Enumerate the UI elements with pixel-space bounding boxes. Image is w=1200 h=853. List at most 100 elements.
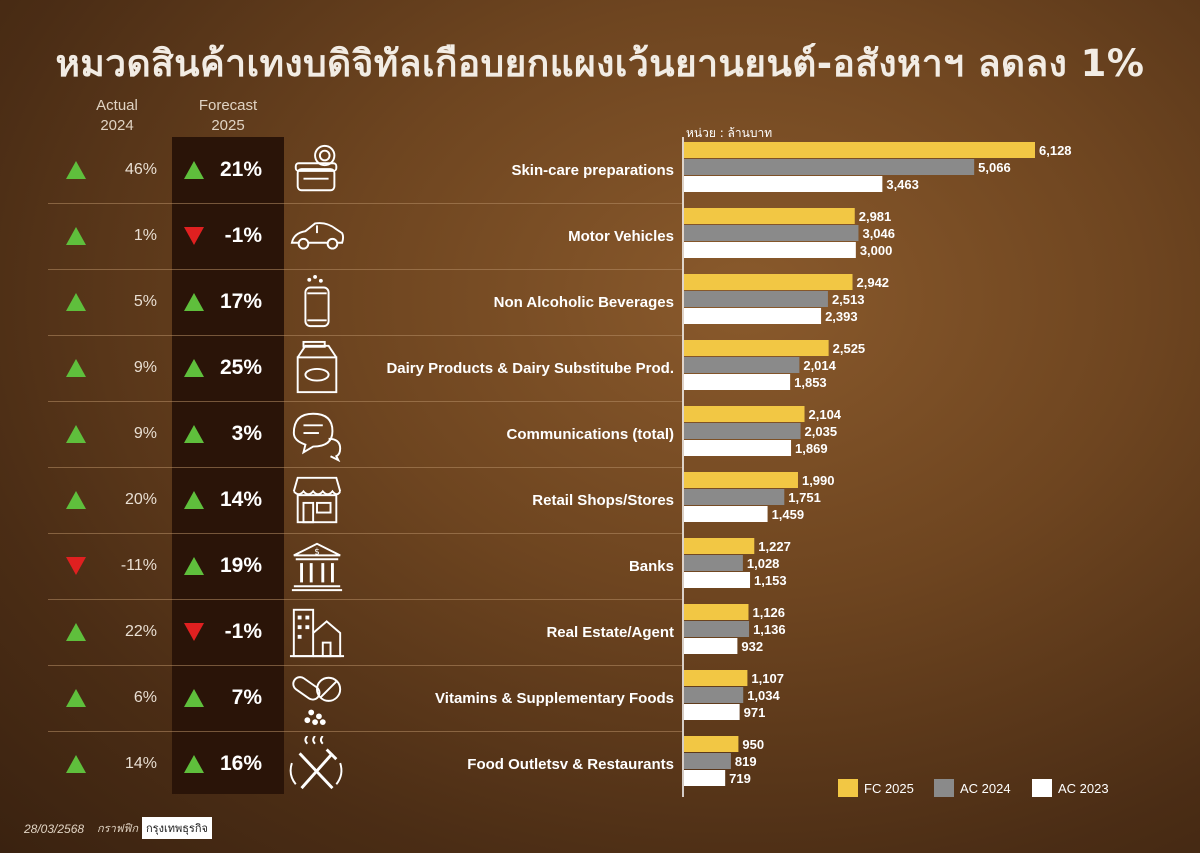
actual-2024-value: 22%: [124, 623, 157, 640]
actual-2024-cell: 22%: [66, 599, 166, 665]
category-label: Real Estate/Agent: [546, 623, 674, 641]
footer-date: 28/03/2568: [24, 822, 85, 836]
bar-value-label: 1,869: [795, 441, 828, 456]
table-row: 22% -1% Real Estate/Agent: [48, 599, 682, 665]
row-divider: [48, 401, 682, 402]
bar-value-label: 6,128: [1039, 143, 1072, 158]
svg-text:$: $: [314, 547, 320, 557]
triangle-up-icon: [66, 425, 86, 443]
legend-item: AC 2023: [1032, 778, 1109, 798]
forecast-2025-value: -1%: [224, 224, 262, 247]
bar-chart: 6,128 5,066 3,463 2,981 3,046 3,000 2,942 2,513…: [682, 137, 1072, 797]
forecast-header-line1: Forecast: [198, 97, 258, 114]
bar-value-label: 2,035: [805, 424, 838, 439]
actual-2024-value: 9%: [133, 359, 157, 376]
bar-fc-2025: [684, 340, 829, 356]
table-row: 9% 3% Communications (total): [48, 401, 682, 467]
table-row: 6% 7% Vitamins & Supplementary Foods: [48, 665, 682, 731]
bar-ac-2024: [684, 555, 743, 571]
forecast-2025-cell: 19%: [172, 533, 284, 599]
bar-ac-2023: [684, 704, 740, 720]
actual-2024-value: 46%: [124, 161, 157, 178]
row-divider: [48, 665, 682, 666]
triangle-up-icon: [184, 359, 204, 377]
bar-ac-2023: [684, 506, 768, 522]
row-divider: [48, 599, 682, 600]
triangle-up-icon: [66, 623, 86, 641]
soda-can-icon: [288, 274, 346, 330]
category-label: Dairy Products & Dairy Substitube Prod.: [386, 359, 674, 377]
bar-value-label: 1,153: [754, 573, 787, 588]
bar-value-label: 819: [735, 754, 757, 769]
bar-fc-2025: [684, 538, 755, 554]
triangle-up-icon: [184, 689, 204, 707]
triangle-down-icon: [184, 227, 204, 245]
bar-value-label: 1,107: [751, 671, 784, 686]
bar-value-label: 2,014: [803, 358, 836, 373]
bar-ac-2024: [684, 357, 800, 373]
legend-label: AC 2024: [960, 780, 1011, 796]
bar-value-label: 1,990: [802, 473, 835, 488]
bar-value-label: 2,525: [833, 341, 866, 356]
legend-item: FC 2025: [838, 778, 914, 798]
forecast-column-header: Forecast 2025: [172, 96, 284, 136]
bar-fc-2025: [684, 604, 749, 620]
bar-value-label: 1,028: [747, 556, 780, 571]
legend-swatch: [838, 779, 858, 797]
actual-2024-value: -11%: [120, 557, 157, 574]
bar-ac-2024: [684, 159, 975, 175]
actual-2024-value: 6%: [133, 689, 157, 706]
chat-bubbles-icon: [288, 406, 346, 463]
bar-fc-2025: [684, 208, 855, 224]
row-divider: [48, 269, 682, 270]
bar-value-label: 1,227: [758, 539, 791, 554]
bar-value-label: 2,104: [809, 407, 842, 422]
table-row: 5% 17% Non Alcoholic Beverages: [48, 269, 682, 335]
forecast-2025-value: 19%: [219, 554, 262, 577]
bar-ac-2023: [684, 176, 883, 192]
table-row: 1% -1% Motor Vehicles: [48, 203, 682, 269]
forecast-2025-value: 21%: [219, 158, 262, 181]
bar-ac-2024: [684, 621, 750, 637]
triangle-up-icon: [66, 755, 86, 773]
legend-swatch: [1032, 779, 1052, 797]
triangle-up-icon: [66, 689, 86, 707]
bar-value-label: 932: [741, 639, 763, 654]
triangle-up-icon: [184, 755, 204, 773]
bar-value-label: 3,000: [860, 243, 893, 258]
bar-value-label: 1,853: [794, 375, 827, 390]
bar-value-label: 1,751: [788, 490, 821, 505]
actual-header-line2: 2024: [100, 117, 134, 134]
category-label: Non Alcoholic Beverages: [493, 293, 674, 311]
forecast-2025-value: 7%: [231, 686, 262, 709]
actual-2024-value: 1%: [133, 227, 157, 244]
actual-2024-cell: 5%: [66, 269, 166, 335]
category-label: Communications (total): [506, 425, 675, 443]
category-label: Vitamins & Supplementary Foods: [435, 689, 674, 707]
bar-ac-2023: [684, 572, 751, 588]
bar-value-label: 2,513: [832, 292, 865, 307]
row-divider: [48, 203, 682, 204]
bar-ac-2023: [684, 242, 856, 258]
actual-header-line1: Actual: [96, 97, 138, 114]
triangle-up-icon: [66, 491, 86, 509]
triangle-up-icon: [184, 293, 204, 311]
actual-2024-value: 14%: [124, 755, 157, 772]
bar-ac-2024: [684, 489, 785, 505]
table-row: 46% 21% Skin-care preparations: [48, 137, 682, 203]
actual-2024-cell: 46%: [66, 137, 166, 203]
row-divider: [48, 533, 682, 534]
forecast-2025-value: -1%: [224, 620, 262, 643]
table-row: 20% 14% Retail Shops/Stores: [48, 467, 682, 533]
row-divider: [48, 335, 682, 336]
forecast-2025-cell: 7%: [172, 665, 284, 731]
bar-ac-2023: [684, 374, 791, 390]
actual-column-header: Actual 2024: [62, 96, 172, 136]
unit-label: หน่วย : ล้านบาท: [686, 126, 773, 140]
bar-fc-2025: [684, 142, 1035, 158]
forecast-2025-value: 14%: [219, 488, 262, 511]
legend-label: FC 2025: [864, 780, 914, 796]
bar-value-label: 2,942: [857, 275, 890, 290]
category-label: Banks: [628, 557, 674, 575]
milk-carton-icon: [288, 340, 346, 396]
